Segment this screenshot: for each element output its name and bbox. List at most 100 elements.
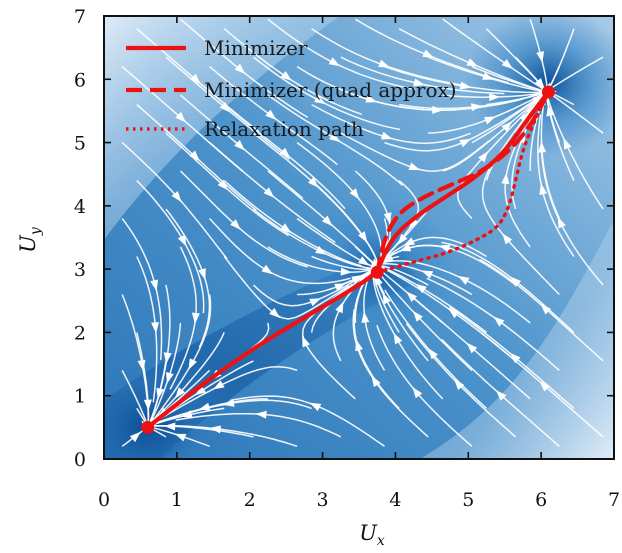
y-tick-label: 2 — [74, 322, 86, 344]
streamline-arrow — [334, 283, 346, 292]
streamline-arrow — [198, 268, 206, 280]
streamline-arrow — [403, 237, 415, 246]
background-field — [104, 16, 614, 459]
streamline-arrow — [175, 387, 186, 399]
streamline-arrow — [163, 352, 172, 364]
streamline-arrow — [219, 101, 231, 113]
streamline-arrow — [175, 111, 186, 123]
y-tick-label: 3 — [74, 259, 86, 281]
minimum-point-1 — [370, 265, 384, 279]
y-tick-label: 5 — [74, 133, 86, 155]
streamline-arrow — [137, 359, 146, 372]
streamline-arrow — [408, 162, 421, 171]
streamline-arrow — [501, 172, 510, 185]
streamline-arrow — [129, 431, 141, 443]
y-tick-label: 4 — [74, 196, 86, 218]
streamline-arrow — [539, 380, 550, 392]
streamline-arrow — [428, 348, 439, 360]
axes-frame — [103, 15, 615, 460]
x-tick-label: 6 — [535, 489, 547, 511]
x-tick-label: 2 — [244, 489, 256, 511]
streamline-arrow — [261, 264, 273, 275]
streamline-arrow — [502, 233, 513, 245]
streamline-arrow — [209, 425, 222, 434]
x-tick-label: 3 — [317, 489, 329, 511]
streamline-arrow — [438, 244, 451, 253]
streamline-arrow — [422, 49, 434, 58]
streamline-arrow — [357, 256, 370, 266]
streamline-arrow — [191, 312, 200, 324]
streamline-arrow — [397, 233, 408, 245]
streamline-arrow — [328, 57, 341, 67]
streamline-arrow — [280, 223, 292, 234]
series-line-1 — [375, 89, 551, 275]
streamline-arrow — [171, 191, 182, 203]
streamline-arrow — [466, 58, 479, 67]
streamline-arrow — [349, 188, 360, 200]
minimum-point-0 — [141, 420, 155, 434]
streamline-arrow — [412, 310, 423, 322]
streamline-arrow — [448, 308, 460, 319]
y-axis-label-main: U — [16, 234, 40, 253]
streamline-arrow — [357, 272, 369, 283]
streamline-arrow — [493, 316, 505, 327]
ticks-layer: 0 1 2 3 4 5 6 7 0 1 2 3 4 5 6 7 — [74, 6, 620, 511]
streamline-arrow — [538, 141, 547, 153]
streamline-arrow — [150, 279, 159, 292]
legend: Minimizer Minimizer (quad approx) Relaxa… — [126, 36, 457, 141]
streamline-arrow — [536, 51, 545, 63]
streamline-arrow — [213, 380, 225, 390]
streamline-arrow — [482, 72, 494, 80]
streamline-arrow — [412, 386, 423, 399]
x-axis-label: Ux — [359, 521, 385, 549]
y-tick-label: 7 — [74, 6, 86, 28]
streamline-arrow — [501, 59, 513, 70]
streamline-arrow — [230, 219, 241, 230]
x-tick-label: 5 — [462, 489, 474, 511]
legend-label-relaxation: Relaxation path — [204, 117, 364, 141]
streamline-arrow — [361, 311, 370, 323]
x-tick-label: 4 — [389, 489, 401, 511]
streamline-arrow — [151, 322, 160, 334]
streamline-arrow — [177, 234, 187, 247]
streamline-arrow — [383, 212, 392, 224]
streamline-arrow — [495, 390, 507, 401]
streamline-arrow — [351, 275, 363, 284]
streamline-arrow — [335, 301, 344, 314]
streamline-arrow — [459, 81, 472, 90]
streamline-arrow — [269, 307, 281, 319]
y-axis-label-sub: y — [28, 226, 44, 236]
streamline-arrow — [166, 371, 174, 384]
streamline-arrow — [174, 433, 187, 442]
y-tick-label: 0 — [74, 449, 86, 471]
legend-label-quad-approx: Minimizer (quad approx) — [204, 78, 457, 102]
field-light-top-left — [104, 16, 340, 240]
streamline-arrow — [190, 73, 201, 85]
streamline-arrow — [321, 215, 333, 227]
streamline-arrow — [563, 137, 572, 150]
streamline-arrow — [470, 103, 483, 112]
plot-area — [104, 16, 614, 459]
x-tick-label: 0 — [98, 489, 110, 511]
streamline-arrow — [340, 267, 352, 276]
y-axis-label: Uy — [16, 226, 44, 253]
streamline-arrow — [421, 270, 434, 279]
x-tick-label: 7 — [608, 489, 620, 511]
streamline-arrow — [314, 95, 326, 105]
streamline-arrow — [188, 358, 197, 370]
streamline-arrow — [371, 375, 381, 388]
streamline-arrow — [457, 275, 470, 285]
streamline-arrow — [265, 109, 277, 120]
streamline-arrow — [459, 138, 471, 148]
streamline-arrow — [382, 292, 391, 305]
streamline-arrow — [255, 410, 267, 419]
streamline-arrow — [483, 116, 496, 125]
streamline-arrow — [557, 216, 566, 229]
streamline-arrow — [413, 78, 425, 87]
y-tick-label: 6 — [74, 69, 86, 91]
streamline-arrow — [234, 63, 246, 75]
streamline-arrow — [454, 379, 465, 391]
streamline-arrow — [302, 335, 310, 348]
x-axis-label-main: U — [359, 521, 378, 545]
